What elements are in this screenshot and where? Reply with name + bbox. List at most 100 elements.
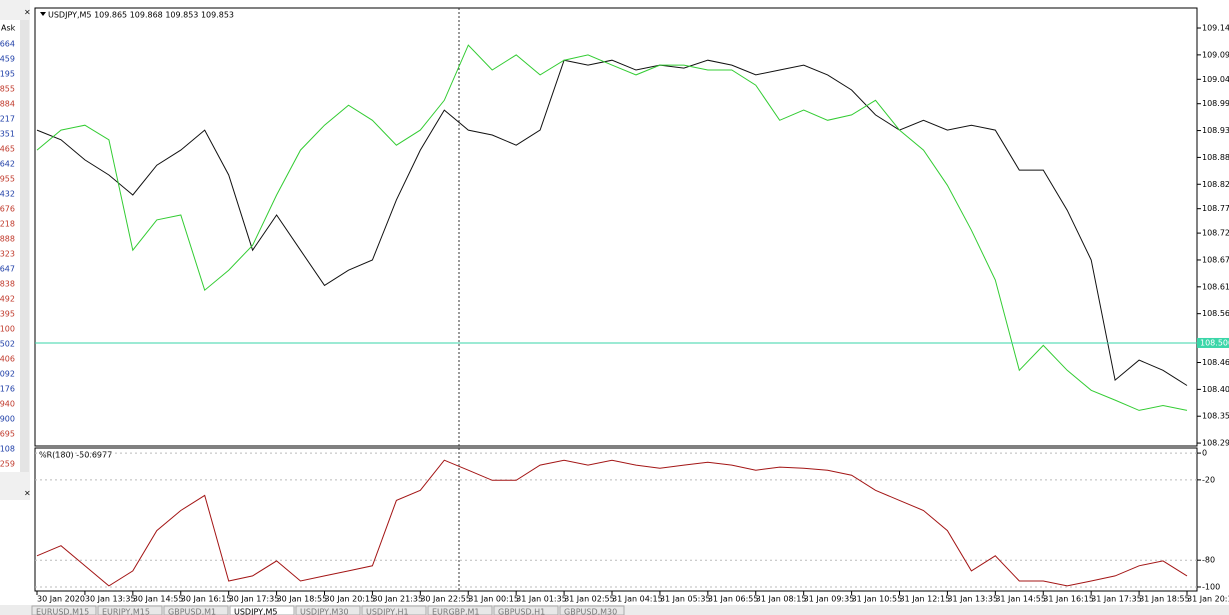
current-price-label: 108.500	[1200, 338, 1229, 347]
x-tick-label: 31 Jan 00:15	[468, 595, 519, 604]
ask-price[interactable]: 900	[0, 415, 15, 424]
tab-label[interactable]: GBPUSD,H1	[498, 608, 545, 615]
tab[interactable]	[97, 605, 163, 615]
x-tick-label: 31 Jan 06:55	[708, 595, 759, 604]
ask-price[interactable]: 092	[0, 370, 15, 379]
watchlist	[0, 20, 20, 472]
ask-price[interactable]: 676	[0, 205, 15, 214]
tab-label[interactable]: USDJPY,H1	[366, 608, 409, 615]
tab[interactable]	[31, 605, 97, 615]
ask-price[interactable]: 108	[0, 445, 15, 454]
tab[interactable]	[361, 605, 427, 615]
x-tick-label: 31 Jan 10:55	[852, 595, 903, 604]
tab-label[interactable]: EURJPY,M15	[102, 608, 150, 615]
y-tick-label: 108.350	[1202, 412, 1229, 421]
ask-price[interactable]: 955	[0, 175, 15, 184]
ask-price[interactable]: 838	[0, 280, 15, 289]
y-tick-label: 108.990	[1202, 99, 1229, 108]
x-tick-label: 31 Jan 04:15	[612, 595, 663, 604]
ask-price[interactable]: 940	[0, 400, 15, 409]
ask-price[interactable]: 100	[0, 325, 15, 334]
x-tick-label: 31 Jan 12:15	[900, 595, 951, 604]
navigator	[0, 500, 30, 605]
ask-price[interactable]: 465	[0, 145, 15, 154]
ask-price[interactable]: 351	[0, 130, 15, 139]
scrollbar[interactable]	[20, 20, 29, 472]
indicator-pane	[34, 447, 1198, 592]
y-tick-label: 109.040	[1202, 75, 1229, 84]
x-tick-label: 31 Jan 18:55	[1139, 595, 1190, 604]
tab[interactable]	[163, 605, 229, 615]
y-tick-label: 108.725	[1202, 229, 1229, 238]
price-line	[36, 459, 1188, 587]
close-button[interactable]: ×	[24, 489, 31, 498]
close-button[interactable]: ×	[24, 8, 31, 17]
x-tick-label: 31 Jan 09:35	[804, 595, 855, 604]
ask-price[interactable]: 323	[0, 250, 15, 259]
tab-label[interactable]: EURGBP,M1	[432, 608, 480, 615]
x-tick-label: 31 Jan 16:15	[1043, 595, 1094, 604]
ask-price[interactable]: 884	[0, 100, 15, 109]
ask-price[interactable]: 218	[0, 220, 15, 229]
x-tick-label: 30 Jan 2020	[37, 595, 85, 604]
y-tick-label: 108.880	[1202, 153, 1229, 162]
chart-icon	[40, 12, 46, 16]
y-tick-label: 108.825	[1202, 180, 1229, 189]
tab[interactable]	[229, 605, 295, 615]
y-tick-label: 108.460	[1202, 358, 1229, 367]
x-tick-label: 31 Jan 08:15	[756, 595, 807, 604]
ask-price[interactable]: 432	[0, 190, 15, 199]
ask-price[interactable]: 855	[0, 85, 15, 94]
ask-price[interactable]: 217	[0, 115, 15, 124]
y-tick-label: 108.775	[1202, 204, 1229, 213]
x-tick-label: 31 Jan 20:15	[1187, 595, 1229, 604]
x-tick-label: 31 Jan 13:35	[947, 595, 998, 604]
y-tick-label: -20	[1202, 475, 1215, 484]
tab-label[interactable]: GBPUSD,M30	[564, 608, 617, 615]
x-tick-label: 30 Jan 21:35	[372, 595, 423, 604]
tab-label[interactable]: USDJPY,M30	[300, 608, 349, 615]
x-tick-label: 30 Jan 20:15	[325, 595, 376, 604]
x-tick-label: 31 Jan 14:55	[995, 595, 1046, 604]
ask-price[interactable]: 176	[0, 385, 15, 394]
y-tick-label: 108.615	[1202, 282, 1229, 291]
indicator-title: %R(180) -50.6977	[39, 451, 112, 460]
tab[interactable]	[295, 605, 361, 615]
ask-price[interactable]: 406	[0, 355, 15, 364]
x-tick-label: 31 Jan 02:55	[564, 595, 615, 604]
tab-label[interactable]: USDJPY,M5	[234, 608, 278, 615]
x-tick-label: 30 Jan 13:35	[85, 595, 136, 604]
x-tick-label: 30 Jan 22:55	[420, 595, 471, 604]
y-tick-label: 108.935	[1202, 126, 1229, 135]
tab[interactable]	[559, 605, 625, 615]
ask-price[interactable]: 459	[0, 55, 15, 64]
ask-price[interactable]: 492	[0, 295, 15, 304]
x-tick-label: 30 Jan 18:55	[277, 595, 328, 604]
ask-price[interactable]: 502	[0, 340, 15, 349]
y-tick-label: 109.090	[1202, 50, 1229, 59]
ask-price[interactable]: 259	[0, 460, 15, 469]
ask-price[interactable]: 395	[0, 310, 15, 319]
y-tick-label: 108.560	[1202, 309, 1229, 318]
y-tick-label: -100	[1202, 582, 1220, 591]
x-tick-label: 30 Jan 14:55	[133, 595, 184, 604]
ask-price[interactable]: 695	[0, 430, 15, 439]
main-pane	[34, 7, 1198, 447]
y-tick-label: 108.405	[1202, 385, 1229, 394]
tab[interactable]	[493, 605, 559, 615]
ask-price[interactable]: 642	[0, 160, 15, 169]
y-tick-label: 108.295	[1202, 439, 1229, 448]
tab[interactable]	[427, 605, 493, 615]
ask-price[interactable]: 664	[0, 40, 15, 49]
chart-title: USDJPY,M5 109.865 109.868 109.853 109.85…	[48, 11, 234, 20]
tab-label[interactable]: EURUSD,M15	[36, 608, 89, 615]
x-tick-label: 31 Jan 05:35	[660, 595, 711, 604]
y-tick-label: -80	[1202, 556, 1215, 565]
ask-price[interactable]: 647	[0, 265, 15, 274]
price-line	[36, 59, 1188, 386]
x-tick-label: 31 Jan 17:35	[1091, 595, 1142, 604]
ask-price[interactable]: 888	[0, 235, 15, 244]
ask-price[interactable]: 195	[0, 70, 15, 79]
tab-label[interactable]: GBPUSD,M1	[168, 608, 216, 615]
